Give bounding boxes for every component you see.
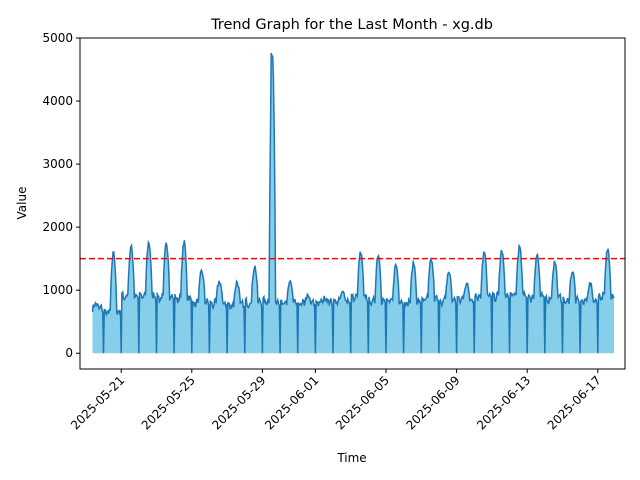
y-tick-label: 3000	[42, 157, 73, 171]
x-tick-label: 2025-05-21	[68, 373, 127, 432]
chart-title: Trend Graph for the Last Month - xg.db	[210, 17, 493, 33]
y-tick-label: 4000	[42, 94, 73, 108]
x-axis-ticks: 2025-05-21 2025-05-25 2025-05-292025-06-01…	[68, 369, 604, 432]
plot-frame	[79, 37, 626, 370]
x-tick-label: 2025-05-29	[209, 373, 268, 432]
x-tick-label: 2025-05-25	[139, 373, 198, 432]
plot-area	[80, 52, 625, 354]
y-tick-label: 2000	[42, 220, 73, 234]
y-axis-label: Value	[15, 187, 29, 220]
x-tick-label: 2025-06-13	[474, 373, 533, 432]
area-fill	[92, 53, 614, 354]
series-line	[91, 52, 615, 354]
y-axis-ticks: 0 1000 2000 3000 4000 5000	[42, 31, 80, 360]
x-tick-label: 2025-06-01	[262, 373, 321, 432]
y-tick-label: 0	[65, 346, 73, 360]
y-tick-label: 5000	[42, 31, 73, 45]
x-axis-label: Time	[336, 451, 366, 465]
y-tick-label: 1000	[42, 283, 73, 297]
x-tick-label: 2025-06-17	[545, 373, 604, 432]
x-tick-label: 2025-06-09	[403, 373, 462, 432]
x-tick-label: 2025-06-05	[333, 373, 392, 432]
